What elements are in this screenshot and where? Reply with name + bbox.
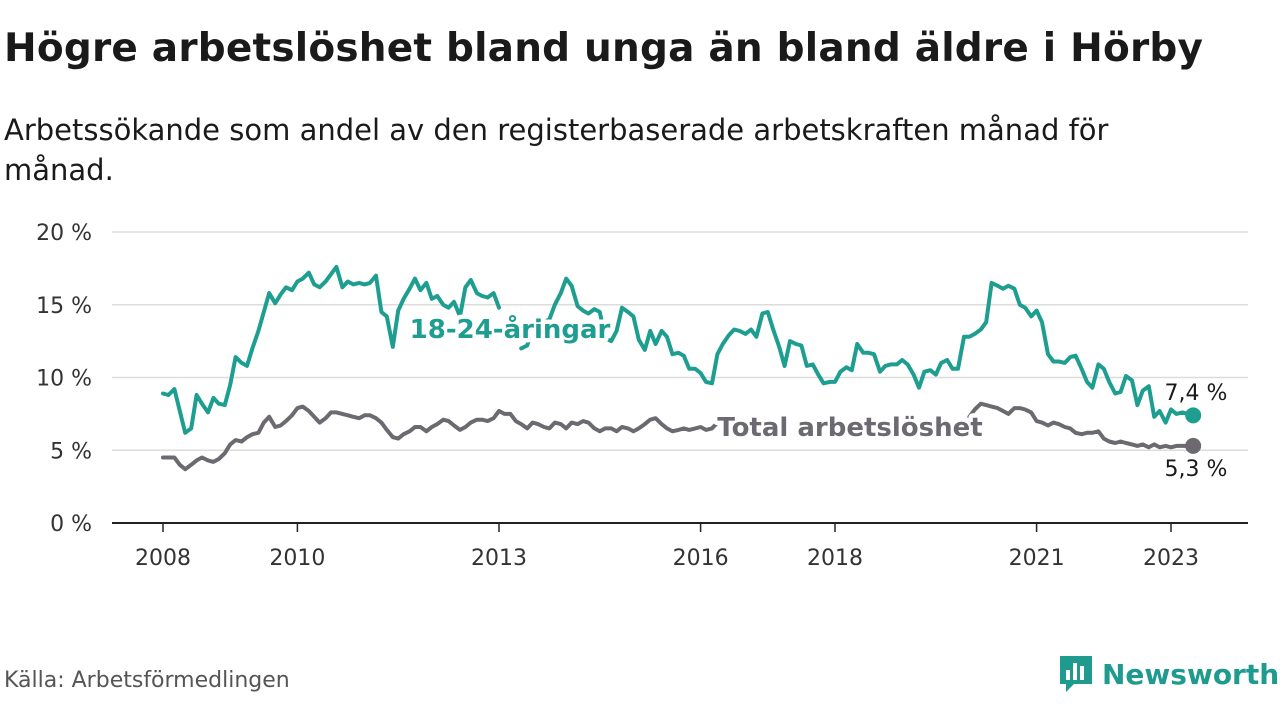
series-label-total: Total arbetslöshet — [717, 413, 982, 443]
newsworthy-logo-icon — [1060, 656, 1092, 692]
chart-title: Högre arbetslöshet bland unga än bland ä… — [4, 26, 1204, 71]
series-label-youth-halo: 18-24-åringar — [410, 313, 611, 345]
series-label-total-halo: Total arbetslöshet — [717, 413, 982, 443]
series-line-total — [161, 404, 737, 472]
y-tick-label: 0 % — [50, 512, 92, 537]
x-tick-label: 2021 — [1009, 546, 1065, 571]
series-label-youth: 18-24-åringar — [410, 313, 611, 345]
x-tick-label: 2023 — [1143, 546, 1199, 571]
x-tick-label: 2008 — [135, 546, 191, 571]
series-end-point-youth — [1185, 407, 1202, 424]
x-tick-label: 2018 — [807, 546, 863, 571]
y-tick-label: 20 % — [36, 221, 92, 246]
y-tick-label: 5 % — [50, 439, 92, 464]
series-end-point-total — [1185, 437, 1202, 454]
source-note: Källa: Arbetsförmedlingen — [4, 668, 290, 693]
series-line-total — [967, 401, 1196, 450]
x-tick-label: 2016 — [673, 546, 729, 571]
series-line-youth — [161, 264, 501, 435]
y-tick-label: 10 % — [36, 367, 92, 392]
series-layer — [161, 264, 1202, 472]
brand-name: Newsworthy — [1102, 657, 1280, 691]
series-line-youth — [519, 276, 1196, 425]
x-tick-label: 2010 — [269, 546, 325, 571]
brand-logo: Newsworthy — [1058, 654, 1280, 694]
chart-subtitle: Arbetssökande som andel av den registerb… — [4, 113, 1109, 187]
end-value-label-total: 5,3 % — [1165, 457, 1228, 482]
y-tick-label: 15 % — [36, 294, 92, 319]
grid-layer: 0 % 5 % 10 % 15 % 20 % 2008 2010 2013 2016 2018 20… — [36, 221, 1248, 571]
end-value-label-youth: 7,4 % — [1165, 381, 1228, 406]
x-tick-label: 2013 — [471, 546, 527, 571]
